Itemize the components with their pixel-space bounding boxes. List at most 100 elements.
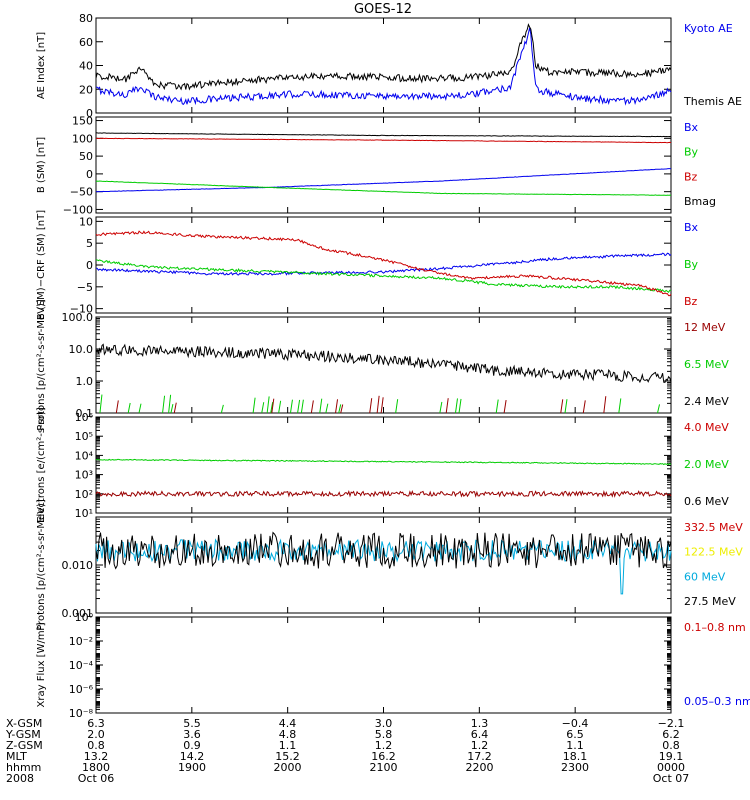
sparse-proton-spike <box>340 404 344 414</box>
sparse-proton-spike <box>495 399 499 414</box>
sparse-proton-spike <box>395 399 399 414</box>
series-line <box>95 343 672 384</box>
sparse-proton-spike <box>439 401 443 414</box>
x-axis-value: 5.5 <box>183 717 201 730</box>
x-axis-value: Oct 06 <box>78 772 115 785</box>
panel-frame <box>95 116 672 214</box>
sparse-proton-spike <box>278 400 282 414</box>
sparse-proton-spike <box>376 395 380 414</box>
legend-label: 122.5 MeV <box>684 546 743 559</box>
y-axis-label: Xray Flux [W/m²] <box>36 622 47 707</box>
y-tick-label: 0 <box>86 168 93 181</box>
sparse-proton-spike <box>170 404 174 414</box>
sparse-proton-spike <box>162 395 166 414</box>
x-axis-value: 0.8 <box>662 739 680 752</box>
x-axis-value: 14.2 <box>180 750 205 763</box>
legend-label: By <box>684 258 699 271</box>
legend-label: 4.0 MeV <box>684 421 729 434</box>
panel-frame <box>95 616 672 714</box>
series-line <box>95 137 672 144</box>
sparse-proton-spike <box>220 404 224 414</box>
legend-label: Kyoto AE <box>684 22 733 35</box>
sparse-proton-spike <box>99 394 103 414</box>
legend-label: 332.5 MeV <box>684 521 743 534</box>
x-axis-value: 18.1 <box>563 750 588 763</box>
y-tick-label: −10 <box>70 303 93 316</box>
sparse-proton-spike <box>271 398 275 414</box>
x-axis-value: −0.4 <box>562 717 589 730</box>
panel-frame <box>95 216 672 314</box>
y-tick-label: 5 <box>86 237 93 250</box>
x-axis-value: 1.2 <box>375 739 393 752</box>
y-tick-label: 1.0 <box>76 375 94 388</box>
x-axis-value: −2.1 <box>658 717 685 730</box>
sparse-proton-spike <box>252 397 256 414</box>
sparse-proton-spike <box>300 399 304 414</box>
y-tick-label: −50 <box>70 186 93 199</box>
sparse-proton-spike <box>503 399 507 414</box>
legend-label: 0.1–0.8 nm <box>684 621 746 634</box>
sparse-proton-spike <box>261 402 265 414</box>
sparse-proton-spike <box>319 398 323 414</box>
y-tick-label: 10¹ <box>75 507 93 520</box>
x-axis-value: 3.6 <box>183 728 201 741</box>
y-tick-label: 10⁻⁸ <box>69 707 94 720</box>
sparse-proton-spike <box>173 402 177 414</box>
panel-frame <box>95 516 672 614</box>
y-axis-label: Protons [p/(cm²-s-sr-MeV)] <box>36 499 47 631</box>
x-axis-value: 2000 <box>273 761 301 774</box>
x-axis-value: 1.1 <box>279 739 297 752</box>
y-tick-label: 0.001 <box>62 607 94 620</box>
x-axis-row-label: X-GSM <box>6 717 42 730</box>
y-tick-label: 80 <box>79 12 93 25</box>
x-axis-value: 0000 <box>657 761 685 774</box>
x-axis-value: 0.8 <box>87 739 105 752</box>
sparse-proton-spike <box>582 400 586 414</box>
legend-label: 0.6 MeV <box>684 495 729 508</box>
x-axis-value: 6.5 <box>566 728 584 741</box>
sparse-proton-spike <box>458 398 462 414</box>
legend-label: 6.5 MeV <box>684 358 729 371</box>
x-axis-value: 1.1 <box>566 739 584 752</box>
y-tick-label: 10⁻² <box>69 635 93 648</box>
sparse-proton-spike <box>289 399 293 414</box>
y-axis-label: Electrons [e/(cm²-s-sr)] <box>36 407 47 523</box>
x-axis-value: 13.2 <box>84 750 109 763</box>
x-axis-value: 16.2 <box>371 750 396 763</box>
sparse-proton-spike <box>380 397 384 414</box>
y-tick-label: 20 <box>79 83 93 96</box>
x-axis-value: 15.2 <box>275 750 300 763</box>
x-axis-value: 17.2 <box>467 750 492 763</box>
legend-label: Bz <box>684 295 698 308</box>
legend-label: By <box>684 146 699 159</box>
sparse-proton-spike <box>266 396 270 414</box>
panel-frame <box>95 416 672 514</box>
sparse-proton-spike <box>338 404 342 414</box>
y-tick-label: 10⁴ <box>75 449 94 462</box>
x-axis-value: 3.0 <box>375 717 393 730</box>
sparse-proton-spike <box>564 399 568 414</box>
x-axis-row-label: Z-GSM <box>6 739 43 752</box>
x-axis-value: 6.3 <box>87 717 105 730</box>
y-tick-label: 60 <box>79 36 93 49</box>
sparse-proton-spike <box>657 404 661 414</box>
sparse-proton-spike <box>168 394 172 414</box>
sparse-proton-spike <box>454 398 458 414</box>
sparse-proton-spike <box>603 396 607 414</box>
sparse-proton-spike <box>335 399 339 414</box>
y-tick-label: 10⁻⁴ <box>69 659 94 672</box>
figure-title: GOES-12 <box>354 2 412 17</box>
sparse-proton-spike <box>270 402 274 414</box>
x-axis-value: 4.4 <box>279 717 297 730</box>
sparse-proton-spike <box>369 398 373 414</box>
sparse-proton-spike <box>115 400 119 414</box>
high-energy-proton-line <box>95 531 672 570</box>
x-axis-value: 1.2 <box>471 739 489 752</box>
x-axis-row-label: Y-GSM <box>5 728 41 741</box>
x-axis-value: 1800 <box>82 761 110 774</box>
series-line <box>95 27 672 106</box>
y-axis-label: AE Index [nT] <box>36 32 47 99</box>
series-line <box>95 180 672 196</box>
legend-label: 2.0 MeV <box>684 458 729 471</box>
high-energy-proton-line <box>95 538 672 595</box>
